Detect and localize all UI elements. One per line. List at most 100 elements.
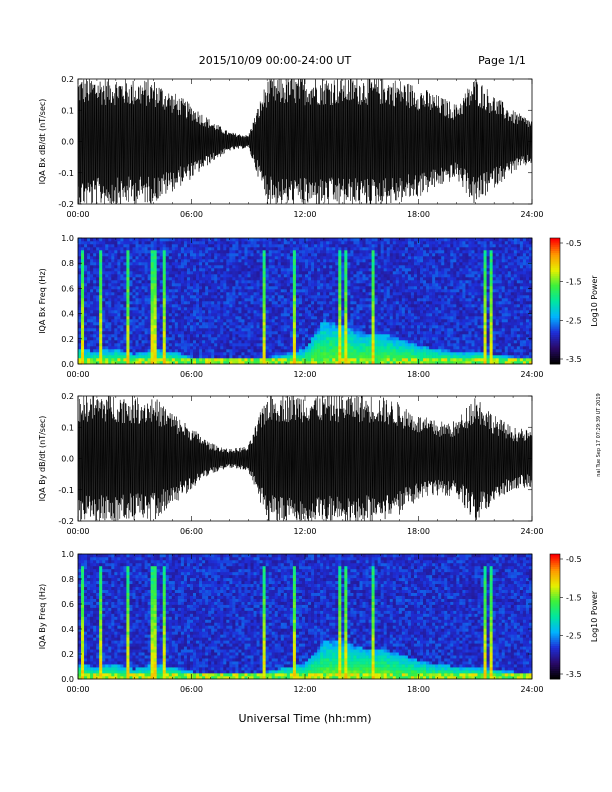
bx-spectrogram-cell (420, 334, 424, 338)
bx-spectrogram-cell (114, 319, 118, 323)
bx-spectrogram-cell (217, 328, 221, 332)
bx-spectrogram-cell (171, 352, 176, 356)
bx-spectrogram-cell (377, 313, 381, 317)
bx-spectrogram-cell (232, 313, 236, 317)
bx-spectrogram-cell (81, 289, 85, 293)
bx-spectrogram-cell (374, 295, 378, 299)
bx-spectrogram-cell (386, 301, 391, 305)
bx-spectrogram-cell (404, 322, 409, 326)
bx-spectrogram-cell (292, 328, 297, 332)
bx-spectrogram-cell (165, 238, 170, 242)
bx-spectrogram-cell (362, 271, 366, 275)
bx-spectrogram-cell (90, 304, 94, 308)
bx-spectrogram-cell (147, 352, 151, 356)
bx-spectrogram-cell (138, 340, 142, 344)
bx-spectrogram-cell (186, 301, 191, 305)
bx-spectrogram-cell (410, 253, 415, 257)
bx-spectrogram-cell (117, 304, 121, 308)
bx-spectrogram-cell (298, 253, 303, 257)
bx-spectrogram-cell (193, 283, 197, 287)
bx-spectrogram-cell (211, 301, 215, 305)
bx-spectrogram-cell (120, 340, 124, 344)
bx-spectrogram-cell (413, 319, 418, 323)
bx-spectrogram-cell (308, 250, 312, 254)
bx-spectrogram-cell (371, 295, 375, 299)
bx-spectrogram-cell (292, 334, 297, 338)
bx-spectrogram-cell (386, 358, 391, 362)
bx-spectrogram-cell (392, 349, 397, 353)
bx-spectrogram-cell (401, 271, 406, 275)
bx-spectrogram-cell (138, 337, 142, 341)
bx-spectrogram-cell (183, 241, 188, 245)
bx-spectrogram-cell (99, 316, 103, 320)
bx-spectrogram-cell (226, 244, 230, 248)
bx-spectrogram-cell (229, 346, 233, 350)
bx-spectrogram-cell (208, 304, 212, 308)
bx-spectrogram-cell (93, 313, 97, 317)
bx-spectrogram-cell (105, 325, 109, 329)
bx-spectrogram-cell (244, 340, 248, 344)
bx-spectrogram-cell (117, 244, 121, 248)
bx-spectrogram-cell (395, 295, 400, 299)
bx-spectrogram-cell (150, 280, 154, 284)
bx-spectrogram-cell (262, 304, 266, 308)
bx-spectrogram-cell (168, 346, 173, 350)
bx-spectrogram-cell (141, 316, 145, 320)
bx-spectrogram-cell (211, 268, 215, 272)
bx-spectrogram-cell (262, 295, 266, 299)
bx-spectrogram-cell (308, 331, 312, 335)
bx-spectrogram-cell (147, 319, 151, 323)
bx-spectrogram-cell (102, 328, 106, 332)
bx-spectrogram-cell (338, 262, 342, 266)
bx-spectrogram-cell (292, 280, 297, 284)
bx-spectrogram-cell (123, 238, 127, 242)
bx-spectrogram-cell (78, 250, 82, 254)
bx-spectrogram-cell (407, 316, 412, 320)
bx-spectrogram-cell (217, 268, 221, 272)
bx-spectrogram-cell (253, 304, 257, 308)
bx-spectrogram-cell (81, 259, 85, 263)
bx-spectrogram-cell (177, 331, 182, 335)
bx-spectrogram-cell (177, 310, 182, 314)
bx-spectrogram-cell (295, 271, 300, 275)
bx-spectrogram-cell (311, 316, 315, 320)
bx-spectrogram-cell (326, 277, 330, 281)
bx-spectrogram-cell (247, 340, 251, 344)
bx-spectrogram-cell (314, 268, 318, 272)
bx-spectrogram-cell (244, 349, 248, 353)
bx-spectrogram-cell (132, 328, 136, 332)
bx-spectrogram-cell (274, 292, 279, 296)
bx-spectrogram-cell (211, 322, 215, 326)
bx-spectrogram-cell (183, 349, 188, 353)
bx-spectrogram-cell (295, 238, 300, 242)
bx-spectrogram-cell (353, 298, 357, 302)
bx-spectrogram-cell (353, 346, 357, 350)
bx-spectrogram-cell (81, 292, 85, 296)
bx-spectrogram-cell (232, 280, 236, 284)
bx-spectrogram-cell (93, 262, 97, 266)
bx-spectrogram-cell (144, 316, 148, 320)
bx-spectrogram-cell (165, 277, 170, 281)
bx-spectrogram-cell (78, 283, 82, 287)
bx-spectrogram-cell (99, 238, 103, 242)
bx-spectrogram-cell (226, 352, 230, 356)
bx-spectrogram-cell (386, 265, 391, 269)
bx-spectrogram-cell (295, 241, 300, 245)
bx-spectrogram-cell (141, 247, 145, 251)
bx-spectrogram-cell (314, 262, 318, 266)
bx-spectrogram-cell (274, 322, 279, 326)
bx-spectrogram-cell (377, 262, 381, 266)
bx-spectrogram-cell (208, 313, 212, 317)
bx-spectrogram-cell (392, 259, 397, 263)
bx-spectrogram-cell (277, 316, 282, 320)
bx-spectrogram-cell (371, 283, 375, 287)
bx-spectrogram-cell (335, 346, 339, 350)
bx-spectrogram-cell (138, 277, 142, 281)
bx-spectrogram-cell (253, 268, 257, 272)
bx-spectrogram-cell (395, 346, 400, 350)
bx-spectrogram-cell (353, 337, 357, 341)
bx-spectrogram-cell (162, 340, 167, 344)
bx-spectrogram-cell (211, 337, 215, 341)
bx-spectrogram-cell (332, 250, 336, 254)
bx-spectrogram-cell (247, 244, 251, 248)
